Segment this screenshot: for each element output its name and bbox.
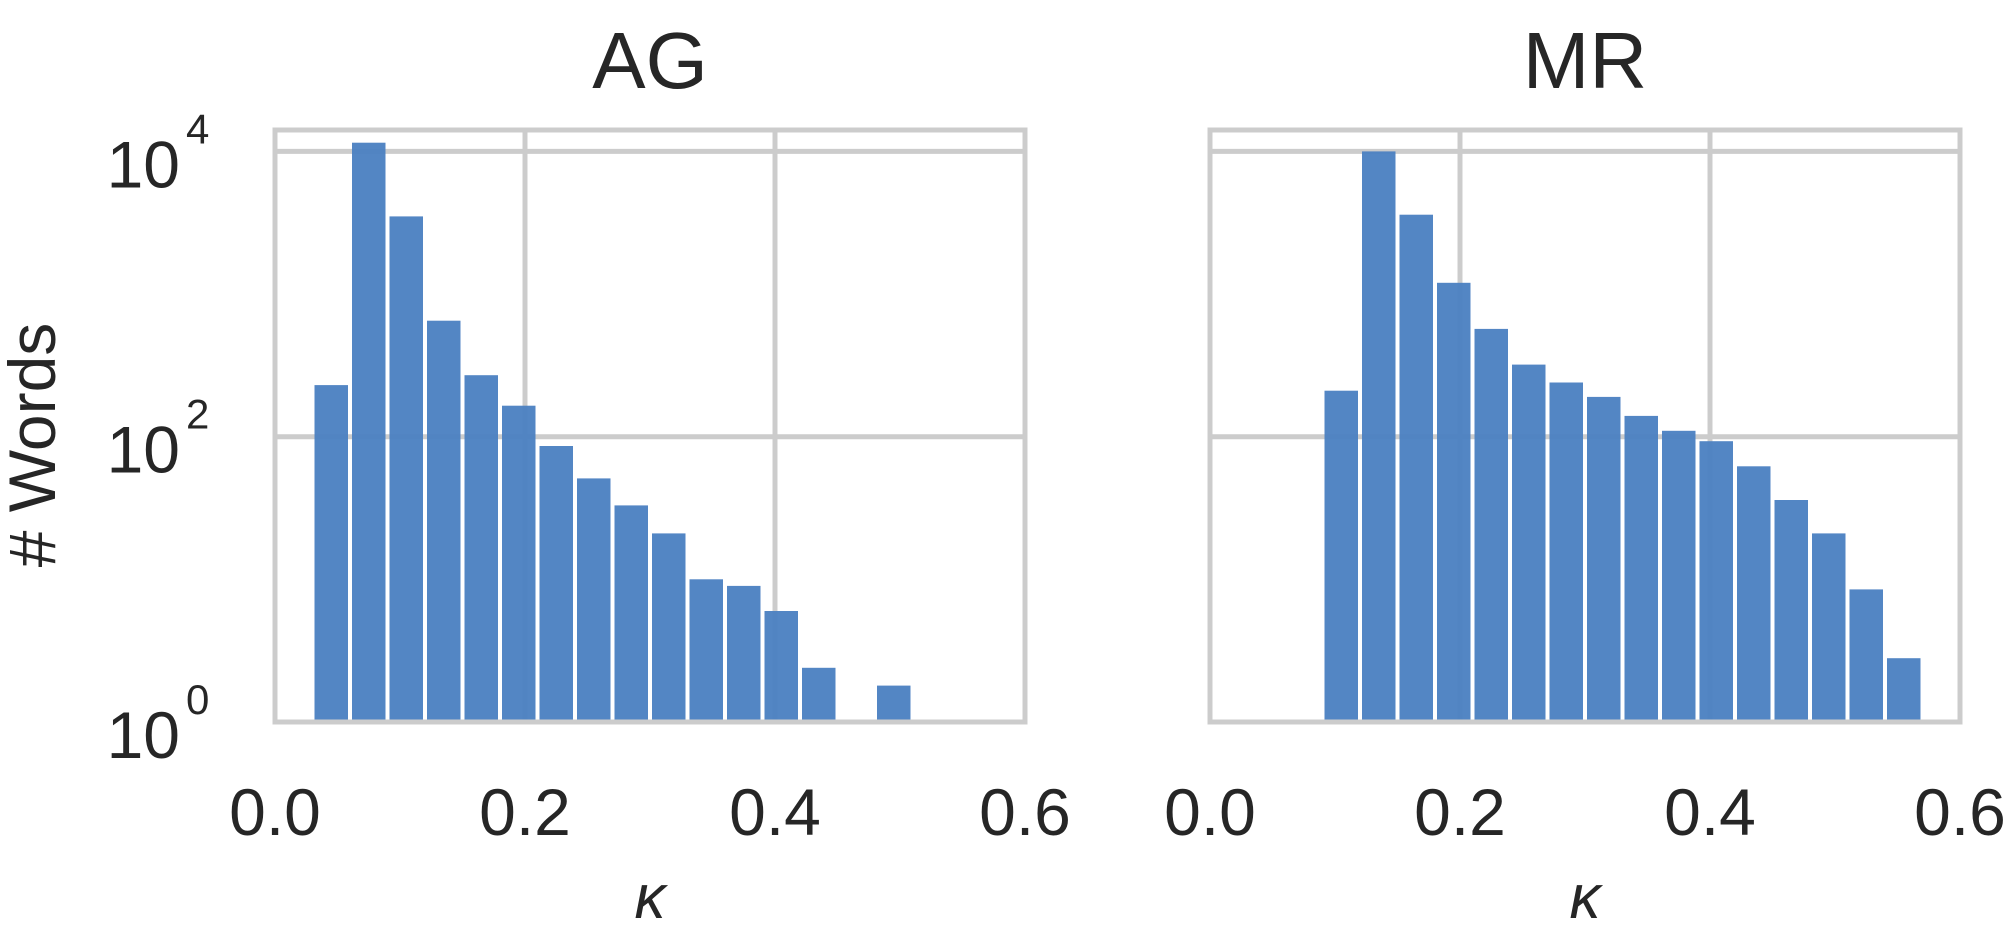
plot-frame [272, 127, 1028, 725]
histogram-bar [539, 446, 573, 722]
histogram-bar [464, 375, 498, 722]
histogram-bar [502, 405, 536, 722]
x-tick-label: 0.4 [729, 775, 821, 849]
y-tick-exponent: 4 [186, 105, 209, 152]
histogram-bar [389, 216, 423, 722]
histogram-bar [1362, 151, 1396, 722]
chart-title: MR [1523, 16, 1647, 105]
histogram-bar [1699, 441, 1733, 722]
y-tick-label: 10 [107, 413, 180, 487]
histogram-bar [764, 611, 798, 722]
x-tick-label: 0.6 [979, 775, 1071, 849]
y-tick-label: 10 [107, 127, 180, 201]
histogram-bar [1662, 430, 1696, 722]
x-tick-label: 0.2 [479, 775, 571, 849]
histogram-bar [689, 579, 723, 722]
histogram-bar [1399, 214, 1433, 722]
histogram-bar [1737, 466, 1771, 722]
x-tick-label: 0.6 [1914, 775, 2006, 849]
x-tick-label: 0.0 [229, 775, 321, 849]
y-tick-exponent: 2 [186, 391, 209, 438]
histogram-bar [1549, 382, 1583, 722]
x-axis-label: κ [1570, 863, 1604, 925]
histogram-bar [1812, 533, 1846, 722]
histogram-bar [1474, 328, 1508, 722]
histogram-bar [614, 505, 648, 722]
histogram-bar [877, 685, 911, 722]
x-tick-label: 0.2 [1414, 775, 1506, 849]
x-tick-label: 0.0 [1164, 775, 1256, 849]
y-tick-label: 10 [107, 698, 180, 772]
x-axis-label: κ [635, 863, 669, 925]
x-tick-label: 0.4 [1664, 775, 1756, 849]
histogram-bar [1624, 415, 1658, 722]
plot-frame [1207, 127, 1963, 725]
histogram-bar [727, 585, 761, 722]
histogram-bar [1849, 589, 1883, 722]
histogram-bar [652, 533, 686, 722]
y-axis-label: # Words [0, 323, 69, 568]
histogram-bar [1324, 390, 1358, 722]
chart-title: AG [592, 16, 708, 105]
histogram-bar [1774, 500, 1808, 722]
histogram-bar [1587, 396, 1621, 722]
histogram-bar [352, 142, 386, 722]
histogram-bar [314, 385, 348, 722]
histogram-bar [427, 320, 461, 722]
histogram-bar [1512, 364, 1546, 722]
histogram-bar [1887, 658, 1921, 722]
histogram-bar [577, 478, 611, 722]
y-tick-exponent: 0 [186, 676, 209, 723]
histogram-bar [1437, 282, 1471, 722]
histogram-bar [802, 667, 836, 722]
